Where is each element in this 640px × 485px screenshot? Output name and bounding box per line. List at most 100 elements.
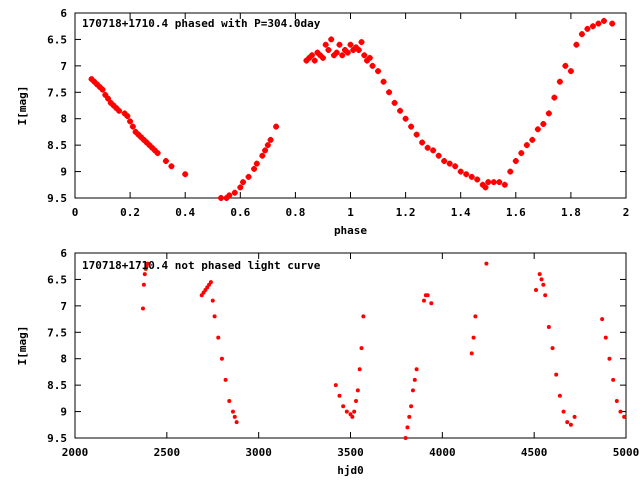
data-point [212,314,217,319]
data-point [543,293,548,298]
x-tick-label: 0.6 [230,206,250,219]
data-point [99,86,106,93]
x-tick-label: 1 [347,206,354,219]
y-tick-label: 9.5 [47,192,67,205]
data-point [565,420,570,425]
y-axis-label: I[mag] [16,326,29,366]
y-tick-label: 7 [60,60,67,73]
x-tick-label: 0.4 [175,206,195,219]
data-point [622,414,627,419]
x-tick-label: 1.2 [396,206,416,219]
x-tick-label: 4500 [521,446,548,459]
data-point [518,150,525,157]
y-tick-label: 7.5 [47,326,67,339]
data-point [562,62,569,69]
data-point [380,78,387,85]
data-point [140,136,147,143]
data-point [540,121,547,127]
data-point [413,131,420,138]
chart-title: 170718+1710.4 phased with P=304.0day [82,17,321,30]
y-tick-label: 8 [60,353,67,366]
data-point [232,414,237,419]
data-point [578,31,585,38]
data-point [554,372,559,377]
y-tick-label: 6 [60,7,67,20]
data-point [344,409,349,414]
y-tick-label: 8.5 [47,379,67,392]
data-point [303,57,310,64]
x-tick-label: 3000 [245,446,272,459]
data-point [534,288,539,292]
data-point [223,377,228,382]
data-point [116,107,123,114]
data-point [471,335,476,340]
data-point [429,301,434,306]
data-point [325,47,332,53]
y-tick-label: 8.5 [47,139,67,152]
data-point [259,152,266,159]
data-point [322,41,329,48]
data-point [218,195,225,201]
data-point [328,36,335,43]
data-point [534,126,541,133]
data-point [414,367,419,372]
data-point [352,409,357,414]
data-point [618,409,623,414]
data-point [501,181,508,188]
data-point [227,399,232,403]
data-point [273,123,280,130]
x-tick-label: 0.8 [285,206,305,219]
chart-title: 170718+1710.4 not phased light curve [82,259,321,272]
data-point [410,388,415,393]
y-tick-label: 7 [60,300,67,313]
data-point [141,282,146,287]
data-point [409,404,414,409]
data-point [267,136,274,143]
data-point [337,393,342,398]
data-point [546,325,551,329]
data-point [529,136,536,143]
x-tick-label: 1.4 [451,206,471,219]
data-point [151,147,158,154]
data-point [359,346,364,351]
data-point [405,425,410,430]
data-point [369,62,376,69]
data-point [573,41,580,48]
data-point [550,346,555,351]
data-point [162,158,169,164]
data-point [105,95,112,102]
data-point [145,261,150,266]
data-point [567,68,574,75]
data-point [600,317,605,322]
data-point [317,52,324,59]
data-point [306,54,313,61]
data-point [512,158,519,164]
x-tick-label: 2000 [62,446,89,459]
data-point [391,99,398,106]
data-point [230,409,235,414]
data-point [216,335,221,340]
y-tick-label: 9 [60,406,67,419]
data-point [386,89,393,96]
data-point [341,404,346,409]
data-point [251,165,258,172]
x-tick-label: 1.6 [506,206,526,219]
data-point [473,314,478,319]
data-point [537,272,542,277]
data-point [609,20,616,27]
data-point [154,150,161,157]
data-point [253,160,260,167]
data-point [91,78,98,85]
x-tick-label: 2 [623,206,630,219]
data-point [142,272,147,277]
data-point [350,414,355,419]
data-point [219,356,224,361]
data-point [143,139,150,146]
data-point [245,173,252,180]
data-point [127,118,134,125]
data-point [419,139,426,146]
data-point [556,78,563,85]
data-point [366,54,373,61]
data-point [210,298,215,303]
